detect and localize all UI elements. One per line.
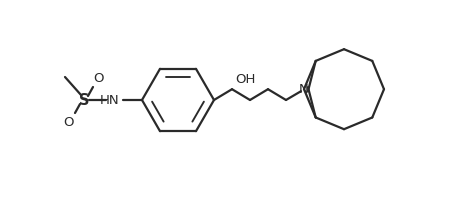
Text: O: O xyxy=(63,115,73,128)
Text: S: S xyxy=(79,93,89,108)
Text: O: O xyxy=(94,72,104,85)
Text: OH: OH xyxy=(235,73,256,86)
Text: HN: HN xyxy=(99,94,119,107)
Text: N: N xyxy=(299,83,309,96)
